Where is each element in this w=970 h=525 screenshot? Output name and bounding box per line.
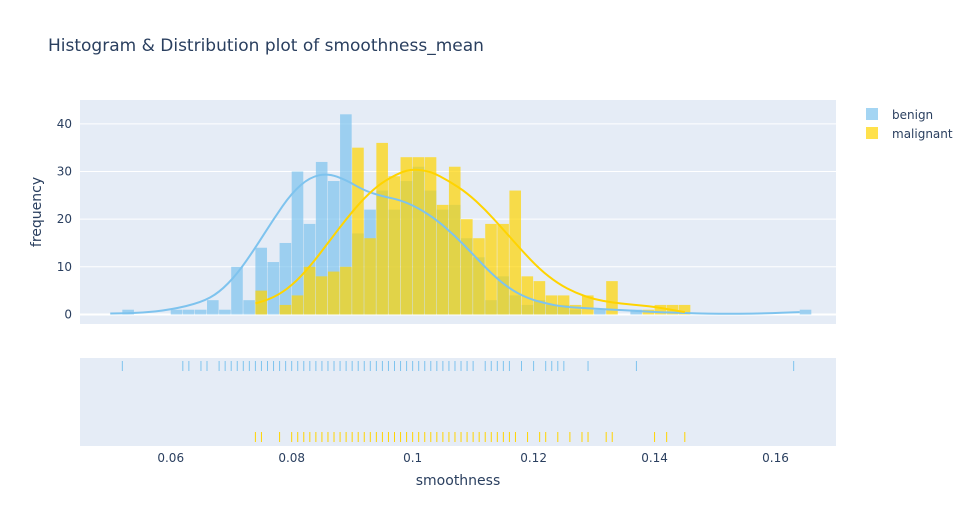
bar-benign[interactable]	[219, 309, 231, 315]
bar-benign[interactable]	[243, 300, 255, 315]
bar-malignant[interactable]	[424, 157, 437, 315]
legend-swatch-benign	[866, 108, 878, 120]
bar-malignant[interactable]	[497, 223, 509, 315]
rug-marks	[121, 361, 795, 442]
bar-benign[interactable]	[231, 266, 243, 315]
rug-plot-area	[80, 358, 836, 446]
bar-malignant[interactable]	[485, 223, 497, 315]
bar-malignant[interactable]	[303, 266, 316, 315]
y-tick-label: 40	[57, 117, 72, 131]
bar-benign[interactable]	[799, 309, 812, 315]
y-tick-label: 0	[64, 307, 72, 321]
bar-malignant[interactable]	[340, 266, 352, 315]
legend-label-benign: benign	[892, 108, 933, 122]
bar-benign[interactable]	[194, 309, 207, 315]
chart-title: Histogram & Distribution plot of smoothn…	[48, 36, 484, 56]
bar-malignant[interactable]	[412, 157, 425, 315]
kde-curves	[110, 168, 800, 315]
kde-line-benign	[110, 173, 800, 315]
kde-line-malignant	[255, 168, 685, 314]
bar-malignant[interactable]	[352, 147, 364, 315]
y-axis-label: frequency	[29, 177, 45, 247]
bar-malignant[interactable]	[364, 238, 376, 315]
bar-malignant[interactable]	[569, 304, 582, 315]
bar-malignant[interactable]	[436, 204, 449, 315]
x-tick-label: 0.06	[157, 451, 184, 465]
bar-malignant[interactable]	[606, 281, 618, 315]
bar-benign[interactable]	[267, 262, 280, 315]
legend-label-malignant: malignant	[892, 127, 953, 141]
legend-item-malignant[interactable]: malignant	[866, 127, 953, 141]
bar-malignant[interactable]	[509, 190, 522, 315]
bar-benign[interactable]	[170, 309, 183, 315]
bar-benign[interactable]	[182, 309, 195, 315]
bar-malignant[interactable]	[654, 304, 667, 315]
y-tick-labels: 0 10 20 30 40	[57, 117, 72, 322]
bar-benign[interactable]	[630, 309, 642, 315]
bar-benign[interactable]	[327, 181, 340, 315]
y-tick-label: 30	[57, 164, 72, 178]
bar-malignant[interactable]	[678, 304, 691, 315]
bar-malignant[interactable]	[400, 157, 413, 315]
bar-malignant[interactable]	[473, 238, 485, 315]
bar-malignant[interactable]	[388, 176, 401, 315]
bar-malignant[interactable]	[557, 295, 570, 315]
x-tick-label: 0.1	[403, 451, 422, 465]
bar-malignant[interactable]	[291, 295, 304, 315]
bar-malignant[interactable]	[315, 276, 328, 315]
x-tick-label: 0.16	[762, 451, 789, 465]
legend-item-benign[interactable]: benign	[866, 108, 933, 122]
bar-malignant[interactable]	[376, 142, 388, 315]
y-tick-label: 20	[57, 212, 72, 226]
bar-benign[interactable]	[594, 309, 606, 315]
x-tick-labels: 0.06 0.08 0.1 0.12 0.14 0.16	[157, 451, 789, 465]
x-tick-label: 0.14	[641, 451, 668, 465]
bar-benign[interactable]	[207, 300, 219, 315]
bar-malignant[interactable]	[533, 281, 546, 315]
x-tick-label: 0.08	[278, 451, 305, 465]
bar-benign[interactable]	[291, 171, 304, 315]
bar-malignant[interactable]	[581, 295, 594, 315]
x-axis-label: smoothness	[416, 473, 501, 489]
bar-malignant[interactable]	[521, 276, 534, 315]
bar-benign[interactable]	[315, 161, 328, 315]
x-tick-label: 0.12	[520, 451, 547, 465]
bar-malignant[interactable]	[448, 166, 461, 315]
bar-malignant[interactable]	[279, 304, 292, 315]
bar-benign[interactable]	[279, 242, 292, 315]
bar-benign[interactable]	[122, 309, 134, 315]
bar-malignant[interactable]	[327, 271, 340, 315]
bar-benign[interactable]	[255, 247, 267, 315]
y-tick-label: 10	[57, 260, 72, 274]
legend: benign malignant	[866, 108, 953, 141]
bar-malignant[interactable]	[461, 219, 473, 315]
bar-benign[interactable]	[340, 114, 352, 315]
legend-swatch-malignant	[866, 127, 878, 139]
